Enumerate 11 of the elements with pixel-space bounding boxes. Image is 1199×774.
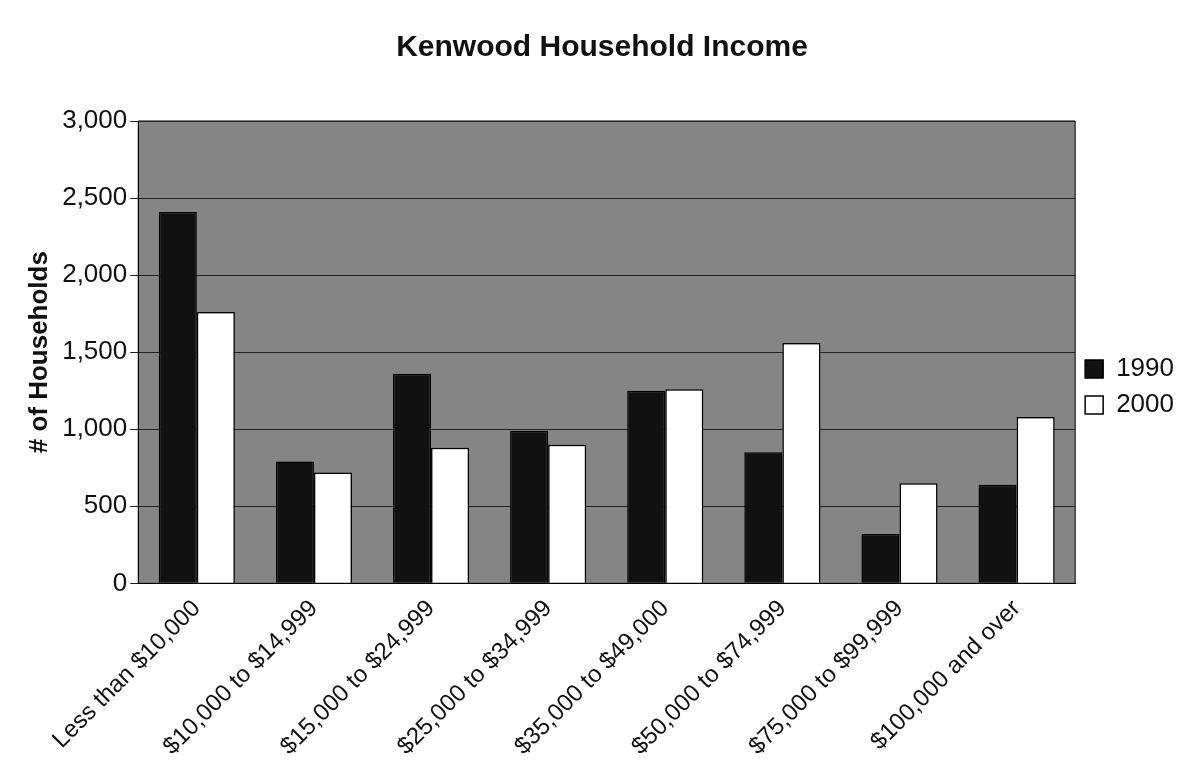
y-tick-label: 1,000 <box>62 412 128 443</box>
y-tick-label: 2,500 <box>62 181 128 212</box>
y-tick-label: 0 <box>112 566 128 597</box>
legend-label: 1990 <box>1116 352 1174 383</box>
chart-title: Kenwood Household Income <box>396 29 808 63</box>
y-tick-label: 500 <box>83 489 128 520</box>
y-tick-label: 3,000 <box>62 104 128 135</box>
y-tick-label: 1,500 <box>62 335 128 366</box>
y-axis-title: # of Households <box>22 251 53 454</box>
legend-label: 2000 <box>1116 388 1174 419</box>
y-tick-label: 2,000 <box>62 258 128 289</box>
